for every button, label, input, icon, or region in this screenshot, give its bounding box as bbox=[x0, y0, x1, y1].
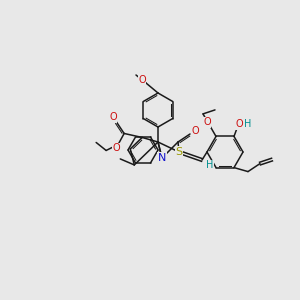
Text: O: O bbox=[235, 119, 243, 129]
Text: O: O bbox=[191, 126, 199, 136]
Text: O: O bbox=[203, 117, 211, 127]
Text: H: H bbox=[244, 119, 252, 129]
Text: N: N bbox=[158, 153, 166, 163]
Text: S: S bbox=[176, 147, 183, 157]
Text: O: O bbox=[138, 75, 146, 85]
Text: H: H bbox=[206, 160, 214, 170]
Text: O: O bbox=[112, 143, 120, 154]
Text: O: O bbox=[109, 112, 117, 122]
